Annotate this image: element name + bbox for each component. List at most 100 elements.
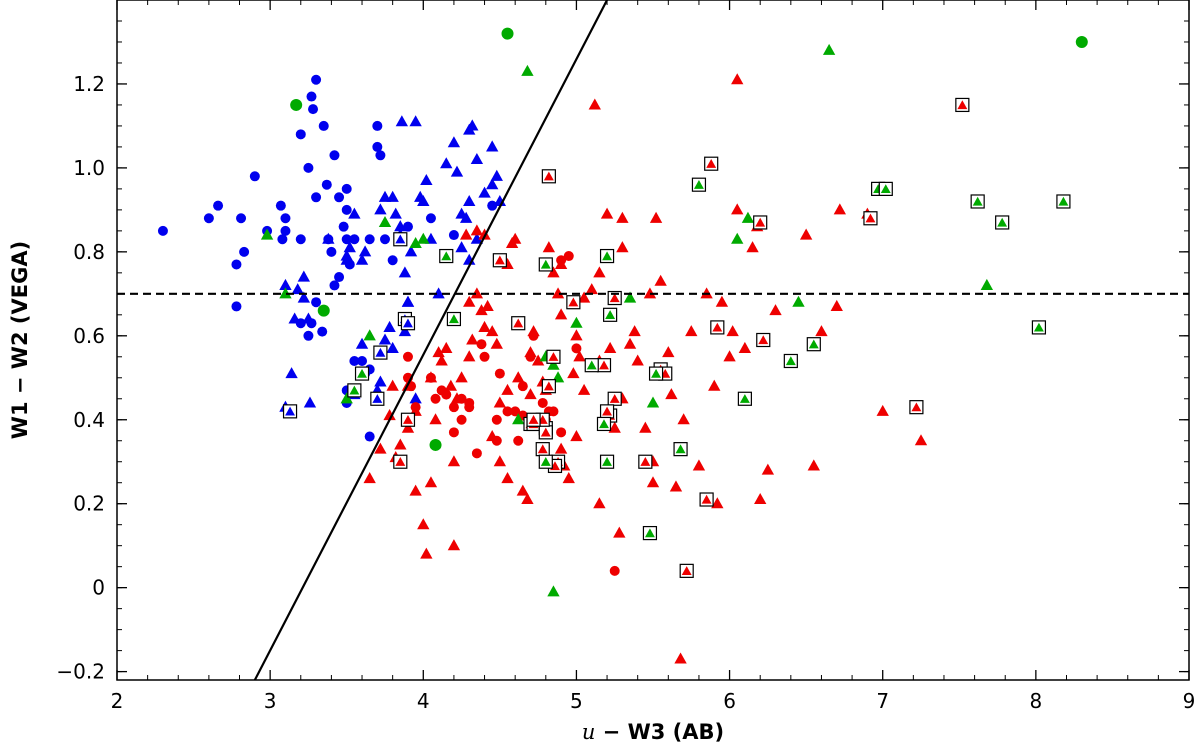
point-red-triangle <box>524 388 537 400</box>
point-blue-triangle <box>285 406 295 416</box>
point-blue-triangle <box>355 337 369 349</box>
point-blue-circle <box>321 179 332 190</box>
point-blue-triangle <box>404 245 418 257</box>
point-red-triangle <box>374 442 387 454</box>
point-blue-triangle <box>322 232 335 244</box>
series-green-circles <box>290 27 1088 451</box>
point-green-triangle <box>547 585 560 597</box>
point-blue-circle <box>295 129 306 140</box>
x-axis-title: u − W3 (AB) <box>582 720 724 744</box>
point-green-triangle <box>644 528 655 538</box>
point-green-triangle <box>547 358 560 370</box>
point-red-triangle <box>524 346 537 358</box>
point-red-triangle <box>542 241 556 253</box>
point-blue-triangle <box>394 220 407 232</box>
point-red-triangle <box>554 257 568 269</box>
point-blue-circle <box>448 230 459 241</box>
point-red-triangle <box>570 430 583 442</box>
point-blue-triangle <box>417 194 430 207</box>
point-green-circle <box>1075 35 1088 48</box>
point-blue-circle <box>380 234 390 245</box>
x-tick-label: 9 <box>1183 689 1196 713</box>
point-green-triangle <box>521 64 534 76</box>
point-red-triangle <box>616 211 629 223</box>
point-red-circle <box>456 414 467 425</box>
point-red-triangle <box>577 383 591 395</box>
point-green-triangle <box>651 368 662 378</box>
point-blue-triangle <box>374 375 387 387</box>
point-blue-triangle <box>340 253 353 265</box>
point-blue-circle <box>387 255 398 266</box>
point-red-triangle <box>512 371 525 383</box>
point-blue-circle <box>326 246 337 257</box>
point-red-triangle <box>623 337 637 349</box>
point-red-triangle <box>609 394 620 403</box>
point-red-triangle <box>447 539 461 551</box>
point-red-triangle <box>486 325 499 337</box>
point-blue-circle <box>231 259 242 270</box>
point-red-triangle <box>573 350 586 362</box>
point-red-triangle <box>708 379 721 391</box>
point-blue-circle <box>213 200 224 211</box>
point-red-triangle <box>654 274 667 286</box>
point-red-triangle <box>712 322 723 332</box>
point-blue-triangle <box>386 341 399 353</box>
point-red-triangle <box>914 434 928 446</box>
point-blue-triangle <box>358 245 372 257</box>
point-red-circle <box>537 397 548 408</box>
point-red-circle <box>430 393 441 404</box>
point-red-triangle <box>865 213 876 223</box>
point-red-triangle <box>876 404 889 416</box>
point-blue-triangle <box>398 325 412 337</box>
series-red-triangles-boxed <box>393 97 970 578</box>
point-green-triangle <box>357 368 367 378</box>
point-green-triangle <box>602 251 612 261</box>
point-green-triangle <box>785 356 796 366</box>
point-red-triangle <box>613 526 626 538</box>
point-blue-triangle <box>285 367 298 379</box>
point-red-triangle <box>429 413 442 425</box>
point-blue-circle <box>349 355 360 366</box>
point-blue-triangle <box>291 283 304 295</box>
point-green-triangle <box>822 43 836 55</box>
point-red-triangle <box>435 354 448 366</box>
point-red-circle <box>571 343 582 354</box>
point-blue-triangle <box>440 157 453 169</box>
point-blue-circle <box>357 355 368 366</box>
point-red-triangle <box>548 352 559 361</box>
y-tick-label: −0.2 <box>56 660 105 684</box>
point-red-circle <box>436 385 447 396</box>
point-red-triangle <box>692 459 706 471</box>
point-blue-circle <box>203 213 214 224</box>
point-green-triangle <box>441 251 452 261</box>
point-blue-circle <box>303 162 314 173</box>
point-red-circle <box>513 435 524 446</box>
point-red-circle <box>510 406 521 417</box>
point-blue-circle <box>306 91 317 102</box>
point-blue-circle <box>308 104 319 115</box>
series-green-triangles <box>260 43 994 597</box>
point-red-triangle <box>383 409 396 421</box>
point-blue-circle <box>280 213 291 224</box>
point-green-triangle <box>739 394 750 403</box>
point-blue-triangle <box>450 165 464 177</box>
point-red-triangle <box>386 379 399 391</box>
point-green-triangle <box>605 310 616 319</box>
point-blue-circle <box>239 246 250 257</box>
point-red-triangle <box>677 413 690 425</box>
point-red-triangle <box>665 388 678 400</box>
point-red-triangle <box>830 299 843 311</box>
point-blue-circle <box>338 221 349 232</box>
point-red-triangle <box>470 224 484 236</box>
point-blue-circle <box>329 280 340 291</box>
point-blue-triangle <box>420 173 433 186</box>
point-green-triangle <box>409 236 422 249</box>
point-blue-triangle <box>486 178 499 190</box>
point-red-triangle <box>470 287 484 299</box>
point-green-triangle <box>731 232 744 244</box>
point-blue-circle <box>341 204 352 215</box>
point-red-circle <box>464 397 475 408</box>
x-tick-label: 6 <box>723 689 736 713</box>
point-blue-triangle <box>466 119 479 131</box>
point-red-triangle <box>593 266 606 278</box>
